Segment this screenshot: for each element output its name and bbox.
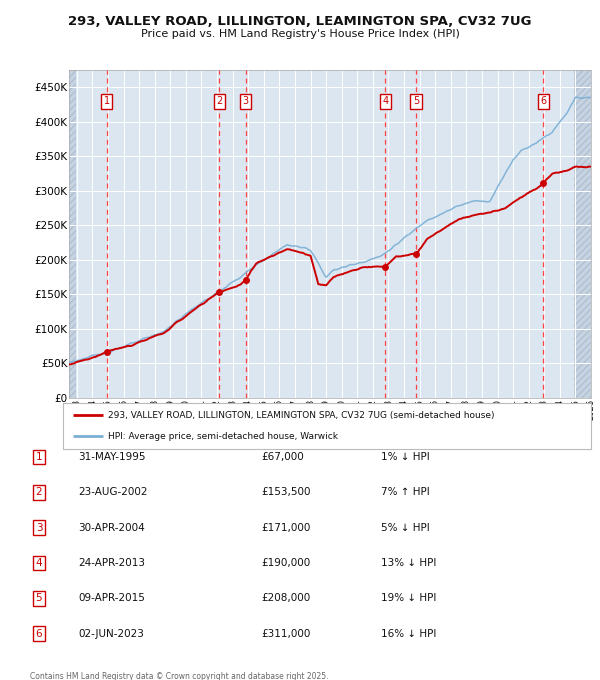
Text: 5% ↓ HPI: 5% ↓ HPI — [381, 523, 430, 532]
Text: 1: 1 — [35, 452, 43, 462]
Text: 4: 4 — [382, 96, 389, 106]
Text: £171,000: £171,000 — [261, 523, 310, 532]
Text: 24-APR-2013: 24-APR-2013 — [78, 558, 145, 568]
Bar — [69, 53, 76, 398]
Text: 16% ↓ HPI: 16% ↓ HPI — [381, 629, 436, 639]
Text: 31-MAY-1995: 31-MAY-1995 — [78, 452, 146, 462]
Text: 3: 3 — [242, 96, 248, 106]
Text: 30-APR-2004: 30-APR-2004 — [78, 523, 145, 532]
Text: 293, VALLEY ROAD, LILLINGTON, LEAMINGTON SPA, CV32 7UG: 293, VALLEY ROAD, LILLINGTON, LEAMINGTON… — [68, 15, 532, 28]
Text: £153,500: £153,500 — [261, 488, 311, 497]
Bar — [574, 53, 600, 398]
Text: £311,000: £311,000 — [261, 629, 310, 639]
Text: 1: 1 — [103, 96, 110, 106]
Text: 13% ↓ HPI: 13% ↓ HPI — [381, 558, 436, 568]
Text: £67,000: £67,000 — [261, 452, 304, 462]
Text: 09-APR-2015: 09-APR-2015 — [78, 594, 145, 603]
Text: HPI: Average price, semi-detached house, Warwick: HPI: Average price, semi-detached house,… — [108, 432, 338, 441]
Text: 02-JUN-2023: 02-JUN-2023 — [78, 629, 144, 639]
Text: 2: 2 — [35, 488, 43, 497]
Text: 3: 3 — [35, 523, 43, 532]
Text: 6: 6 — [540, 96, 546, 106]
Text: 2: 2 — [216, 96, 223, 106]
Text: 1% ↓ HPI: 1% ↓ HPI — [381, 452, 430, 462]
Text: 23-AUG-2002: 23-AUG-2002 — [78, 488, 148, 497]
Text: 5: 5 — [413, 96, 419, 106]
Text: 19% ↓ HPI: 19% ↓ HPI — [381, 594, 436, 603]
Text: £208,000: £208,000 — [261, 594, 310, 603]
Text: 5: 5 — [35, 594, 43, 603]
Text: Price paid vs. HM Land Registry's House Price Index (HPI): Price paid vs. HM Land Registry's House … — [140, 29, 460, 39]
Text: Contains HM Land Registry data © Crown copyright and database right 2025.: Contains HM Land Registry data © Crown c… — [30, 672, 329, 680]
Text: 293, VALLEY ROAD, LILLINGTON, LEAMINGTON SPA, CV32 7UG (semi-detached house): 293, VALLEY ROAD, LILLINGTON, LEAMINGTON… — [108, 411, 494, 420]
Text: 7% ↑ HPI: 7% ↑ HPI — [381, 488, 430, 497]
Text: 4: 4 — [35, 558, 43, 568]
Text: 6: 6 — [35, 629, 43, 639]
Text: £190,000: £190,000 — [261, 558, 310, 568]
